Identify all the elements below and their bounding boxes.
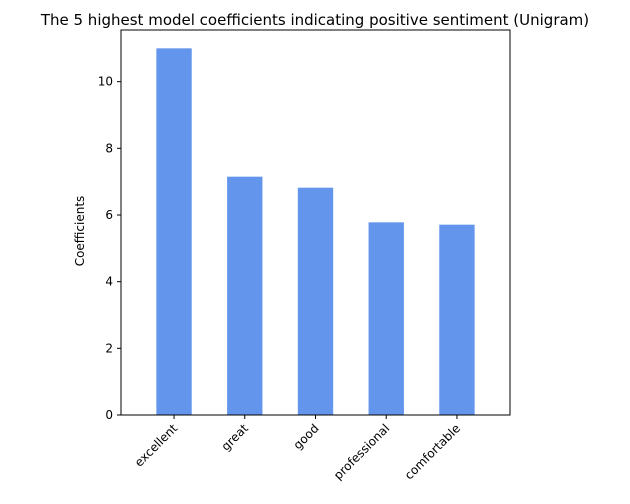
- x-tick-label: great: [219, 421, 252, 454]
- x-tick-label: excellent: [132, 421, 181, 470]
- x-tick-label: comfortable: [402, 421, 463, 482]
- y-tick-label: 2: [105, 341, 113, 355]
- ticks-group: excellent great good professional comfortabl…: [98, 75, 463, 483]
- bar-comfortable: [439, 224, 475, 415]
- x-tick-label: good: [291, 421, 322, 452]
- x-tick-label: professional: [331, 421, 392, 482]
- plot-frame: [120, 29, 511, 416]
- y-axis-label: Coefficients: [73, 196, 87, 267]
- y-tick-label: 10: [98, 75, 113, 89]
- bar-good: [297, 187, 334, 415]
- bar-great: [227, 176, 263, 415]
- y-tick-label: 4: [105, 275, 113, 289]
- bar-professional: [368, 222, 404, 415]
- chart-title: The 5 highest model coefficients indicat…: [40, 11, 589, 29]
- y-tick-label: 0: [105, 408, 113, 422]
- y-tick-label: 8: [105, 141, 113, 155]
- bars-group: [156, 48, 475, 415]
- bar-excellent: [156, 48, 192, 415]
- y-tick-label: 6: [105, 208, 113, 222]
